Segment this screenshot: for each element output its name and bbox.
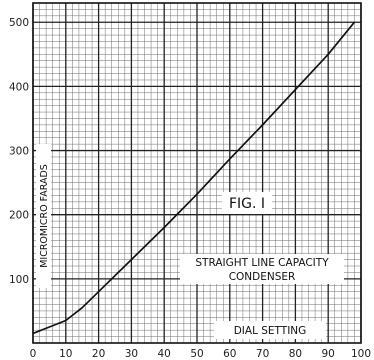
x-tick-label: 100 <box>351 348 371 360</box>
x-tick-label: 0 <box>30 348 37 360</box>
y-axis-label-box <box>36 144 51 288</box>
y-tick-label: 100 <box>9 274 29 286</box>
chart-title-box <box>222 192 272 214</box>
x-tick-label: 40 <box>158 348 171 360</box>
grid-major <box>32 3 362 343</box>
y-tick-labels: 100 200 300 400 500 <box>9 17 29 286</box>
y-tick-label: 500 <box>9 17 29 29</box>
chart-title: FIG. I <box>229 196 265 212</box>
x-tick-labels: 0 10 20 30 40 50 60 70 80 90 100 <box>30 348 371 360</box>
series-line <box>32 21 356 335</box>
x-axis-label-box <box>214 321 326 339</box>
axis-lines <box>32 2 362 344</box>
x-tick-label: 30 <box>125 348 138 360</box>
x-tick-label: 60 <box>223 348 236 360</box>
y-axis-label: MICROMICRO FARADS <box>39 164 50 268</box>
x-tick-label: 10 <box>59 348 72 360</box>
chart-subtitle-line-1: STRAIGHT LINE CAPACITY <box>195 257 329 269</box>
plot-frame <box>32 2 362 344</box>
y-tick-label: 200 <box>9 210 29 222</box>
x-tick-label: 70 <box>256 348 269 360</box>
x-tick-label: 20 <box>92 348 105 360</box>
y-tick-label: 400 <box>9 81 29 93</box>
x-tick-label: 80 <box>289 348 302 360</box>
chart-subtitle-box <box>180 254 344 284</box>
y-tick-label: 300 <box>9 146 29 158</box>
x-tick-label: 50 <box>190 348 203 360</box>
x-tick-label: 90 <box>322 348 335 360</box>
chart-subtitle-line-2: CONDENSER <box>229 271 296 283</box>
x-axis-label: DIAL SETTING <box>234 325 307 337</box>
series-layer <box>32 21 356 335</box>
